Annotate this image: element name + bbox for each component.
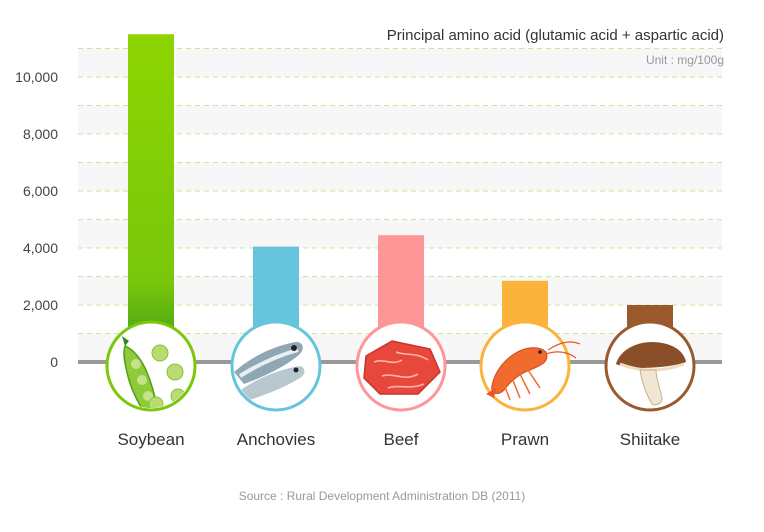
x-label-beef: Beef: [384, 430, 419, 449]
y-tick-label: 0: [50, 354, 58, 370]
y-tick-label: 6,000: [23, 183, 58, 199]
grid-band: [78, 48, 722, 77]
bars: [128, 34, 673, 362]
x-label-anchovies: Anchovies: [237, 430, 315, 449]
y-axis-tick-labels: 0 2,000 4,000 6,000 8,000 10,000: [15, 69, 58, 370]
y-tick-label: 2,000: [23, 297, 58, 313]
soybean-pod-icon: [105, 320, 197, 412]
prawn-icon: [479, 320, 581, 412]
unit-label: Unit : mg/100g: [645, 53, 724, 67]
grid-band: [78, 162, 722, 191]
x-axis-labels: Soybean Anchovies Beef Prawn Shiitake: [117, 430, 680, 449]
chart-title: Principal amino acid (glutamic acid + as…: [386, 27, 724, 44]
y-tick-label: 10,000: [15, 69, 58, 85]
x-label-soybean: Soybean: [117, 430, 184, 449]
anchovy-fish-icon: [230, 320, 322, 412]
x-label-shiitake: Shiitake: [620, 430, 680, 449]
y-tick-label: 8,000: [23, 126, 58, 142]
grid-bands: [78, 48, 722, 362]
y-tick-label: 4,000: [23, 240, 58, 256]
source-note: Source : Rural Development Administratio…: [238, 489, 526, 503]
shiitake-mushroom-icon: [604, 320, 696, 412]
bar-soybean: [128, 34, 174, 362]
category-icons: [105, 320, 696, 412]
grid-band: [78, 105, 722, 134]
beef-steak-icon: [355, 320, 447, 412]
x-label-prawn: Prawn: [501, 430, 549, 449]
